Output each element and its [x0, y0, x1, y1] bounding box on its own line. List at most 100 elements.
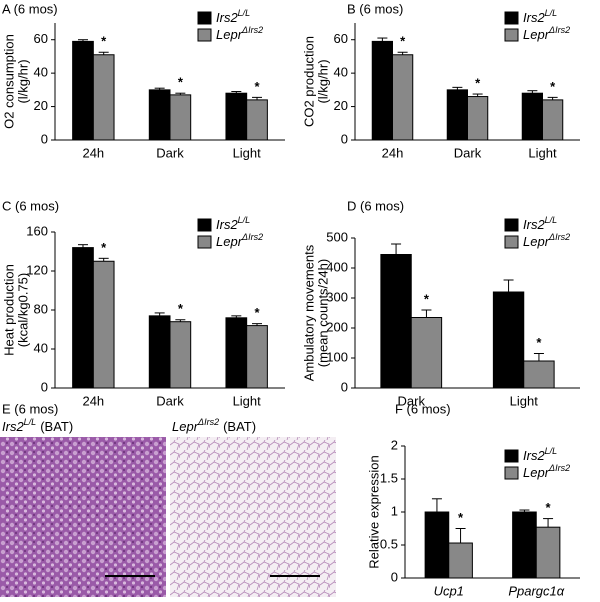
bar — [424, 511, 450, 579]
y-tick-label: 0 — [41, 131, 48, 146]
label-sup: L/L — [545, 8, 558, 18]
x-tick-label: Ppargc1α — [508, 583, 564, 598]
error-bar — [77, 39, 88, 42]
label-base: Irs2 — [523, 10, 545, 25]
label-base: Lepr — [523, 465, 550, 480]
label-base: Irs2 — [523, 217, 545, 232]
y-tick-label: 300 — [326, 289, 348, 304]
y-tick-label: 120 — [26, 262, 48, 277]
label: Irs2L/L (BAT) — [2, 417, 73, 434]
error-bar — [154, 312, 165, 316]
error-bar — [231, 91, 242, 94]
panel-title: D (6 mos) — [347, 198, 404, 213]
legend-swatch — [504, 235, 519, 249]
label: Irs2L/L — [523, 8, 557, 25]
error-bar — [519, 509, 530, 512]
significance: * — [178, 75, 184, 90]
bar — [410, 317, 443, 389]
bar — [521, 92, 543, 141]
label-base: Lepr — [216, 27, 243, 42]
x-tick-label: Ucp1 — [434, 583, 464, 598]
label-sup: ΔIrs2 — [548, 232, 570, 242]
y-axis-label: Relative expression — [366, 455, 381, 568]
bar — [148, 89, 171, 141]
significance: * — [254, 79, 260, 94]
label-sup: ΔIrs2 — [241, 232, 263, 242]
error-bar — [154, 87, 165, 90]
error-bar — [77, 244, 88, 248]
label-base: Irs2 — [216, 10, 238, 25]
label-base: Lepr — [172, 419, 199, 434]
label-suffix: (BAT) — [40, 419, 73, 434]
error-bar — [527, 90, 538, 94]
y-tick-label: 0 — [341, 379, 348, 394]
label: LeprΔIrs2 — [216, 232, 263, 249]
y-tick-label: 400 — [326, 259, 348, 274]
error-bar — [391, 243, 402, 255]
y-tick-label: 0.5 — [380, 536, 398, 551]
bar — [148, 315, 171, 389]
bar — [448, 542, 473, 579]
significance: * — [546, 500, 552, 515]
significance: * — [178, 301, 184, 316]
label-base: Lepr — [523, 234, 550, 249]
significance: * — [536, 335, 542, 350]
label-sup: L/L — [545, 446, 558, 456]
label-sup: L/L — [24, 417, 37, 427]
panel-title: F (6 mos) — [395, 401, 451, 416]
y-tick-label: 1.5 — [380, 470, 398, 485]
significance: * — [101, 34, 107, 49]
bar — [92, 54, 115, 141]
error-bar — [98, 51, 109, 55]
label: LeprΔIrs2 (BAT) — [172, 417, 256, 434]
legend-swatch — [197, 218, 212, 232]
label-sup: ΔIrs2 — [197, 417, 219, 427]
y-tick-label: 0 — [391, 569, 398, 584]
bar — [542, 99, 564, 141]
x-tick-label: 24h — [82, 393, 104, 408]
bar — [72, 40, 94, 141]
x-tick-label: Light — [233, 393, 262, 408]
y-tick-label: 160 — [26, 223, 48, 238]
panel-title: B (6 mos) — [347, 1, 403, 16]
y-tick-label: 200 — [326, 319, 348, 334]
label-sup: L/L — [545, 215, 558, 225]
bar — [512, 511, 537, 579]
y-axis-label: Heat production — [1, 264, 16, 356]
bar — [92, 260, 115, 389]
significance: * — [101, 240, 107, 255]
significance: * — [400, 34, 406, 49]
bar — [72, 247, 94, 389]
legend-swatch — [504, 28, 519, 42]
x-tick-label: Light — [528, 145, 557, 160]
error-bar — [472, 93, 483, 97]
error-bar — [431, 498, 442, 512]
label: Irs2L/L — [523, 446, 557, 463]
label: LeprΔIrs2 — [216, 25, 263, 42]
legend-swatch — [197, 235, 212, 249]
y-tick-label: 100 — [326, 349, 348, 364]
x-tick-label: 24h — [82, 145, 104, 160]
error-bar — [252, 323, 263, 326]
significance: * — [254, 305, 260, 320]
significance: * — [458, 510, 464, 525]
bar — [446, 89, 468, 141]
legend-swatch — [197, 28, 212, 42]
y-tick-label: 80 — [34, 301, 48, 316]
error-bar — [175, 92, 186, 95]
significance: * — [475, 75, 481, 90]
error-bar — [377, 37, 388, 42]
y-tick-label: 2 — [391, 437, 398, 452]
y-tick-label: 1 — [391, 503, 398, 518]
y-axis-label: (mean counts/24h) — [315, 259, 330, 367]
label-sup: ΔIrs2 — [548, 463, 570, 473]
legend-swatch — [504, 218, 519, 232]
bar — [225, 92, 248, 141]
label: Irs2L/L — [216, 215, 250, 232]
y-tick-label: 40 — [34, 65, 48, 80]
label: Irs2L/L — [523, 215, 557, 232]
error-bar — [455, 528, 466, 544]
y-tick-label: 0 — [341, 131, 348, 146]
label: LeprΔIrs2 — [523, 232, 570, 249]
